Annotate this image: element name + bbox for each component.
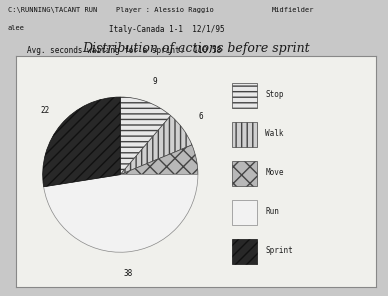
Bar: [232, 200, 257, 225]
Text: Stop: Stop: [265, 90, 284, 99]
Text: 6: 6: [198, 112, 203, 121]
Text: 22: 22: [40, 106, 49, 115]
Text: Sprint: Sprint: [265, 246, 293, 255]
Text: Walk: Walk: [265, 129, 284, 138]
Text: Italy-Canada 1-1  12/1/95: Italy-Canada 1-1 12/1/95: [109, 25, 224, 34]
Text: 9: 9: [152, 77, 157, 86]
Text: Move: Move: [265, 168, 284, 177]
Text: Midfielder: Midfielder: [272, 7, 314, 13]
Bar: [232, 83, 257, 108]
Wedge shape: [120, 116, 192, 175]
Wedge shape: [43, 175, 198, 252]
Text: Avg. seconds waiting for a sprint:  110.58: Avg. seconds waiting for a sprint: 110.5…: [27, 46, 222, 55]
Wedge shape: [120, 145, 198, 175]
Wedge shape: [43, 97, 120, 187]
Text: Run: Run: [265, 207, 279, 216]
Wedge shape: [120, 97, 171, 175]
Text: alee: alee: [8, 25, 25, 31]
Bar: [232, 239, 257, 264]
Text: 38: 38: [123, 269, 133, 278]
Bar: [232, 122, 257, 147]
Bar: [232, 161, 257, 186]
Text: C:\RUNNING\TACANT RUN: C:\RUNNING\TACANT RUN: [8, 7, 97, 13]
Title: Distribution of actions before sprint: Distribution of actions before sprint: [82, 42, 310, 55]
Text: Player : Alessio Raggio: Player : Alessio Raggio: [116, 7, 214, 13]
